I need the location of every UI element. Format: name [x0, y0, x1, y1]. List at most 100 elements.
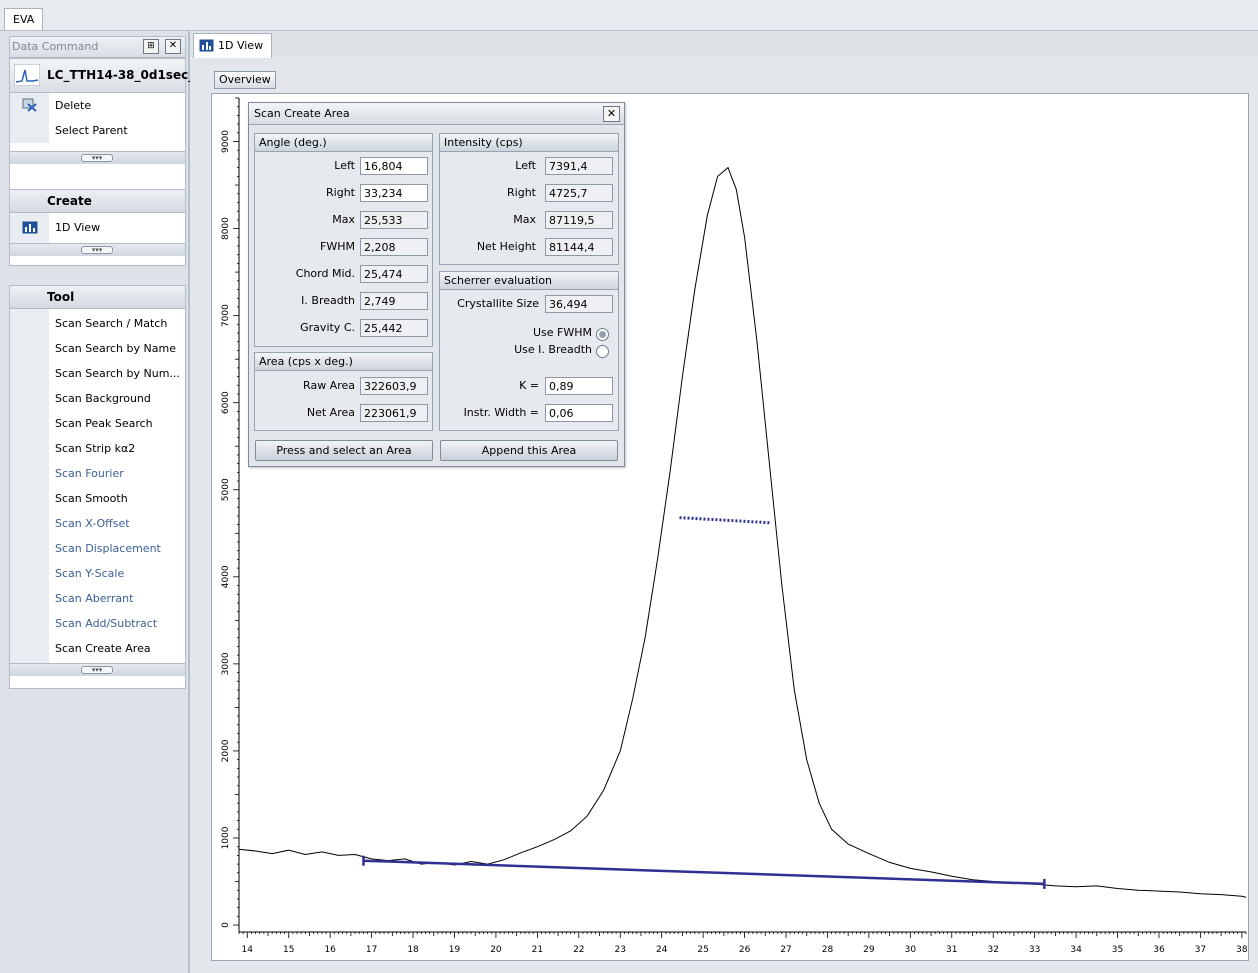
scan-icon: [14, 64, 40, 86]
scan-create-area-dialog: Scan Create Area ✕ Angle (deg.) Left 16,…: [248, 102, 625, 467]
tab-eva[interactable]: EVA: [4, 8, 44, 30]
x-tick-label: 31: [946, 945, 957, 955]
intensity-right-label: Right: [507, 186, 536, 199]
tool-item-scan-peak-search[interactable]: Scan Peak Search: [10, 411, 185, 436]
y-tick-label: 8000: [221, 217, 231, 240]
k-field[interactable]: 0,89: [545, 377, 613, 395]
crystallite-size-field: 36,494: [545, 295, 613, 313]
fwhm-label: FWHM: [320, 240, 355, 253]
tool-list: Scan Search / Match Scan Search by Name Sc…: [10, 311, 185, 661]
gravity-field: 25,442: [360, 319, 428, 337]
tool-item-scan-background[interactable]: Scan Background: [10, 386, 185, 411]
x-tick-label: 29: [863, 945, 875, 955]
tool-item-label: Scan X-Offset: [55, 517, 130, 530]
intensity-max-label: Max: [513, 213, 536, 226]
intensity-group-title: Intensity (cps): [440, 134, 618, 152]
x-tick-label: 19: [449, 945, 461, 955]
overview-button[interactable]: Overview: [214, 71, 276, 89]
tool-item-label: Scan Y-Scale: [55, 567, 125, 580]
tab-1d-view[interactable]: 1D View: [193, 33, 273, 58]
use-fwhm-radio[interactable]: [596, 328, 609, 341]
y-tick-label: 9000: [221, 130, 231, 153]
tool-item-scan-strip-k-2[interactable]: Scan Strip kα2: [10, 436, 185, 461]
y-tick-label: 4000: [221, 565, 231, 588]
angle-left-field[interactable]: 16,804: [360, 157, 428, 175]
tool-item-label: Scan Peak Search: [55, 417, 153, 430]
use-breadth-label[interactable]: Use I. Breadth: [514, 343, 592, 356]
angle-group-title: Angle (deg.): [255, 134, 432, 152]
area-group: Area (cps x deg.) Raw Area 322603,9 Net …: [254, 352, 433, 431]
tool-item-scan-search-by-name[interactable]: Scan Search by Name: [10, 336, 185, 361]
delete-menu-item[interactable]: Delete: [10, 93, 185, 118]
section-grip[interactable]: ▾▾▾: [10, 151, 185, 164]
data-command-section: LC_TTH14-38_0d1sec_ Delete Select Parent…: [9, 58, 194, 198]
tool-item-scan-x-offset[interactable]: Scan X-Offset: [10, 511, 185, 536]
create-section: Create 1D View ▾▾▾: [9, 189, 186, 266]
use-fwhm-label[interactable]: Use FWHM: [532, 326, 592, 339]
tool-item-label: Scan Search / Match: [55, 317, 168, 330]
raw-area-field: 322603,9: [360, 377, 428, 395]
tool-item-scan-search-by-num[interactable]: Scan Search by Num...: [10, 361, 185, 386]
net-height-field: 81144,4: [545, 238, 613, 256]
background-line: [363, 859, 1045, 886]
tool-item-label: Scan Search by Num...: [55, 367, 180, 380]
create-header[interactable]: Create: [10, 190, 185, 213]
intensity-group: Intensity (cps) Left 7391,4 Right 4725,7…: [439, 133, 619, 265]
y-tick-label: 6000: [221, 391, 231, 414]
tool-item-scan-aberrant[interactable]: Scan Aberrant: [10, 586, 185, 611]
tool-item-scan-smooth[interactable]: Scan Smooth: [10, 486, 185, 511]
top-tab-bar: EVA: [0, 0, 1258, 31]
more-icon: ▾▾▾: [81, 666, 113, 674]
dialog-title[interactable]: Scan Create Area: [249, 103, 624, 125]
x-tick-label: 27: [780, 945, 791, 955]
instr-width-field[interactable]: 0,06: [545, 404, 613, 422]
pin-icon[interactable]: ⊞: [143, 39, 159, 54]
angle-right-field[interactable]: 33,234: [360, 184, 428, 202]
use-breadth-radio[interactable]: [596, 345, 609, 358]
x-tick-label: 15: [283, 945, 294, 955]
append-area-button[interactable]: Append this Area: [440, 440, 618, 461]
tool-item-scan-add-subtract[interactable]: Scan Add/Subtract: [10, 611, 185, 636]
i-breadth-field: 2,749: [360, 292, 428, 310]
y-tick-label: 7000: [221, 304, 231, 327]
x-tick-label: 16: [324, 945, 336, 955]
tool-item-scan-create-area[interactable]: Scan Create Area: [10, 636, 185, 661]
select-parent-menu-item[interactable]: Select Parent: [10, 118, 185, 143]
x-tick-label: 37: [1195, 945, 1206, 955]
x-tick-label: 18: [407, 945, 419, 955]
section-grip[interactable]: ▾▾▾: [10, 243, 185, 256]
x-tick-label: 20: [490, 945, 502, 955]
tool-item-label: Scan Background: [55, 392, 151, 405]
tool-item-label: Scan Create Area: [55, 642, 151, 655]
tool-item-scan-y-scale[interactable]: Scan Y-Scale: [10, 561, 185, 586]
x-tick-label: 23: [615, 945, 626, 955]
section-grip[interactable]: ▾▾▾: [10, 663, 185, 676]
1d-view-menu-item[interactable]: 1D View: [10, 213, 185, 243]
scan-chart[interactable]: 14 15 16 17 18 19 20 21 22 23 24 25 26 27 28 29 30 31 32 33…: [212, 94, 1248, 960]
y-tick-label: 0: [221, 922, 231, 928]
select-parent-label: Select Parent: [55, 124, 128, 137]
angle-max-field: 25,533: [360, 211, 428, 229]
tool-section: Tool Scan Search / Match Scan Search by N…: [9, 285, 186, 689]
x-tick-label: 14: [242, 945, 254, 955]
x-tick-label: 25: [697, 945, 708, 955]
delete-icon: [22, 98, 37, 112]
close-icon[interactable]: ✕: [165, 39, 181, 54]
1d-view-label: 1D View: [55, 221, 101, 234]
tool-header[interactable]: Tool: [10, 286, 185, 309]
tool-item-label: Scan Displacement: [55, 542, 161, 555]
data-command-title: Data Command: [12, 40, 99, 53]
plot-area[interactable]: 14 15 16 17 18 19 20 21 22 23 24 25 26 27 28 29 30 31 32 33…: [211, 93, 1249, 961]
more-icon: ▾▾▾: [81, 246, 113, 254]
tool-item-scan-search-match[interactable]: Scan Search / Match: [10, 311, 185, 336]
angle-group: Angle (deg.) Left 16,804 Right 33,234 Ma…: [254, 133, 433, 347]
x-tick-label: 26: [739, 945, 751, 955]
press-select-area-button[interactable]: Press and select an Area: [255, 440, 433, 461]
tool-item-scan-displacement[interactable]: Scan Displacement: [10, 536, 185, 561]
raw-area-label: Raw Area: [303, 379, 355, 392]
dialog-title-text: Scan Create Area: [254, 107, 350, 120]
scan-header[interactable]: LC_TTH14-38_0d1sec_: [10, 59, 194, 93]
tool-item-scan-fourier[interactable]: Scan Fourier: [10, 461, 185, 486]
close-icon[interactable]: ✕: [603, 106, 620, 122]
scherrer-group: Scherrer evaluation Crystallite Size 36,…: [439, 271, 619, 431]
